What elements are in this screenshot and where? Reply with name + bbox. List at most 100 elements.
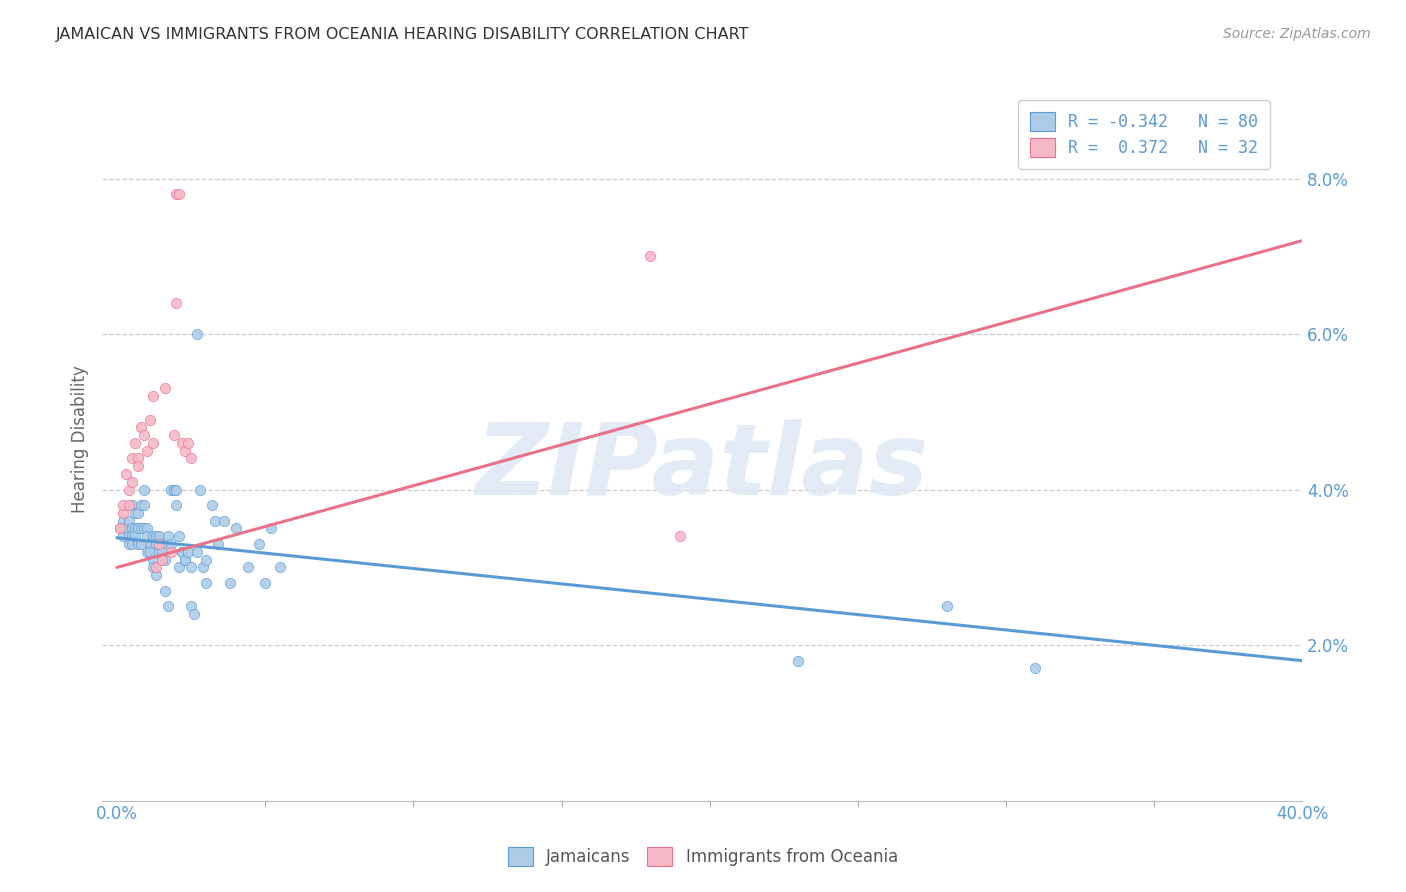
- Point: [124, 521, 146, 535]
- Point: [169, 187, 191, 202]
- Point: [145, 560, 167, 574]
- Text: Source: ZipAtlas.com: Source: ZipAtlas.com: [1223, 27, 1371, 41]
- Point: [201, 498, 224, 512]
- Point: [145, 568, 167, 582]
- Point: [260, 521, 283, 535]
- Point: [132, 498, 155, 512]
- Point: [935, 599, 957, 614]
- Point: [135, 521, 157, 535]
- Point: [183, 607, 205, 621]
- Point: [640, 249, 662, 263]
- Y-axis label: Hearing Disability: Hearing Disability: [72, 365, 89, 513]
- Point: [127, 451, 149, 466]
- Point: [129, 537, 152, 551]
- Point: [166, 483, 188, 497]
- Point: [204, 514, 226, 528]
- Point: [174, 552, 197, 566]
- Point: [236, 560, 259, 574]
- Point: [254, 575, 277, 590]
- Point: [127, 521, 149, 535]
- Point: [132, 483, 155, 497]
- Point: [115, 467, 138, 481]
- Point: [162, 428, 184, 442]
- Point: [188, 483, 211, 497]
- Point: [150, 537, 173, 551]
- Point: [162, 483, 184, 497]
- Point: [132, 428, 155, 442]
- Point: [159, 483, 181, 497]
- Point: [156, 529, 179, 543]
- Point: [177, 545, 200, 559]
- Point: [135, 443, 157, 458]
- Point: [139, 545, 162, 559]
- Point: [118, 537, 141, 551]
- Legend: Jamaicans, Immigrants from Oceania: Jamaicans, Immigrants from Oceania: [499, 838, 907, 875]
- Point: [150, 552, 173, 566]
- Point: [153, 583, 176, 598]
- Point: [180, 560, 202, 574]
- Point: [212, 514, 235, 528]
- Point: [135, 529, 157, 543]
- Point: [135, 545, 157, 559]
- Point: [249, 537, 271, 551]
- Point: [129, 521, 152, 535]
- Point: [166, 498, 188, 512]
- Point: [172, 545, 194, 559]
- Point: [195, 552, 218, 566]
- Point: [148, 545, 170, 559]
- Point: [169, 560, 191, 574]
- Point: [112, 514, 135, 528]
- Point: [142, 552, 165, 566]
- Point: [156, 599, 179, 614]
- Point: [121, 537, 143, 551]
- Point: [142, 436, 165, 450]
- Point: [115, 521, 138, 535]
- Point: [139, 537, 162, 551]
- Point: [159, 537, 181, 551]
- Point: [186, 326, 208, 341]
- Point: [142, 389, 165, 403]
- Point: [121, 451, 143, 466]
- Point: [269, 560, 291, 574]
- Point: [186, 545, 208, 559]
- Point: [118, 514, 141, 528]
- Point: [1024, 661, 1046, 675]
- Point: [174, 443, 197, 458]
- Point: [177, 436, 200, 450]
- Point: [166, 187, 188, 202]
- Point: [180, 599, 202, 614]
- Point: [174, 552, 197, 566]
- Point: [172, 436, 194, 450]
- Point: [127, 459, 149, 474]
- Point: [108, 521, 131, 535]
- Point: [180, 451, 202, 466]
- Point: [127, 506, 149, 520]
- Point: [129, 498, 152, 512]
- Point: [207, 537, 229, 551]
- Point: [195, 575, 218, 590]
- Point: [150, 545, 173, 559]
- Point: [127, 537, 149, 551]
- Point: [121, 529, 143, 543]
- Point: [112, 529, 135, 543]
- Point: [191, 560, 214, 574]
- Point: [118, 498, 141, 512]
- Point: [142, 529, 165, 543]
- Point: [148, 537, 170, 551]
- Point: [669, 529, 692, 543]
- Point: [166, 296, 188, 310]
- Point: [162, 483, 184, 497]
- Point: [172, 545, 194, 559]
- Point: [145, 529, 167, 543]
- Legend: R = -0.342   N = 80, R =  0.372   N = 32: R = -0.342 N = 80, R = 0.372 N = 32: [1018, 100, 1270, 169]
- Point: [121, 475, 143, 489]
- Point: [139, 412, 162, 426]
- Point: [121, 521, 143, 535]
- Point: [142, 560, 165, 574]
- Point: [118, 529, 141, 543]
- Point: [115, 521, 138, 535]
- Point: [139, 537, 162, 551]
- Point: [112, 498, 135, 512]
- Point: [218, 575, 240, 590]
- Point: [124, 506, 146, 520]
